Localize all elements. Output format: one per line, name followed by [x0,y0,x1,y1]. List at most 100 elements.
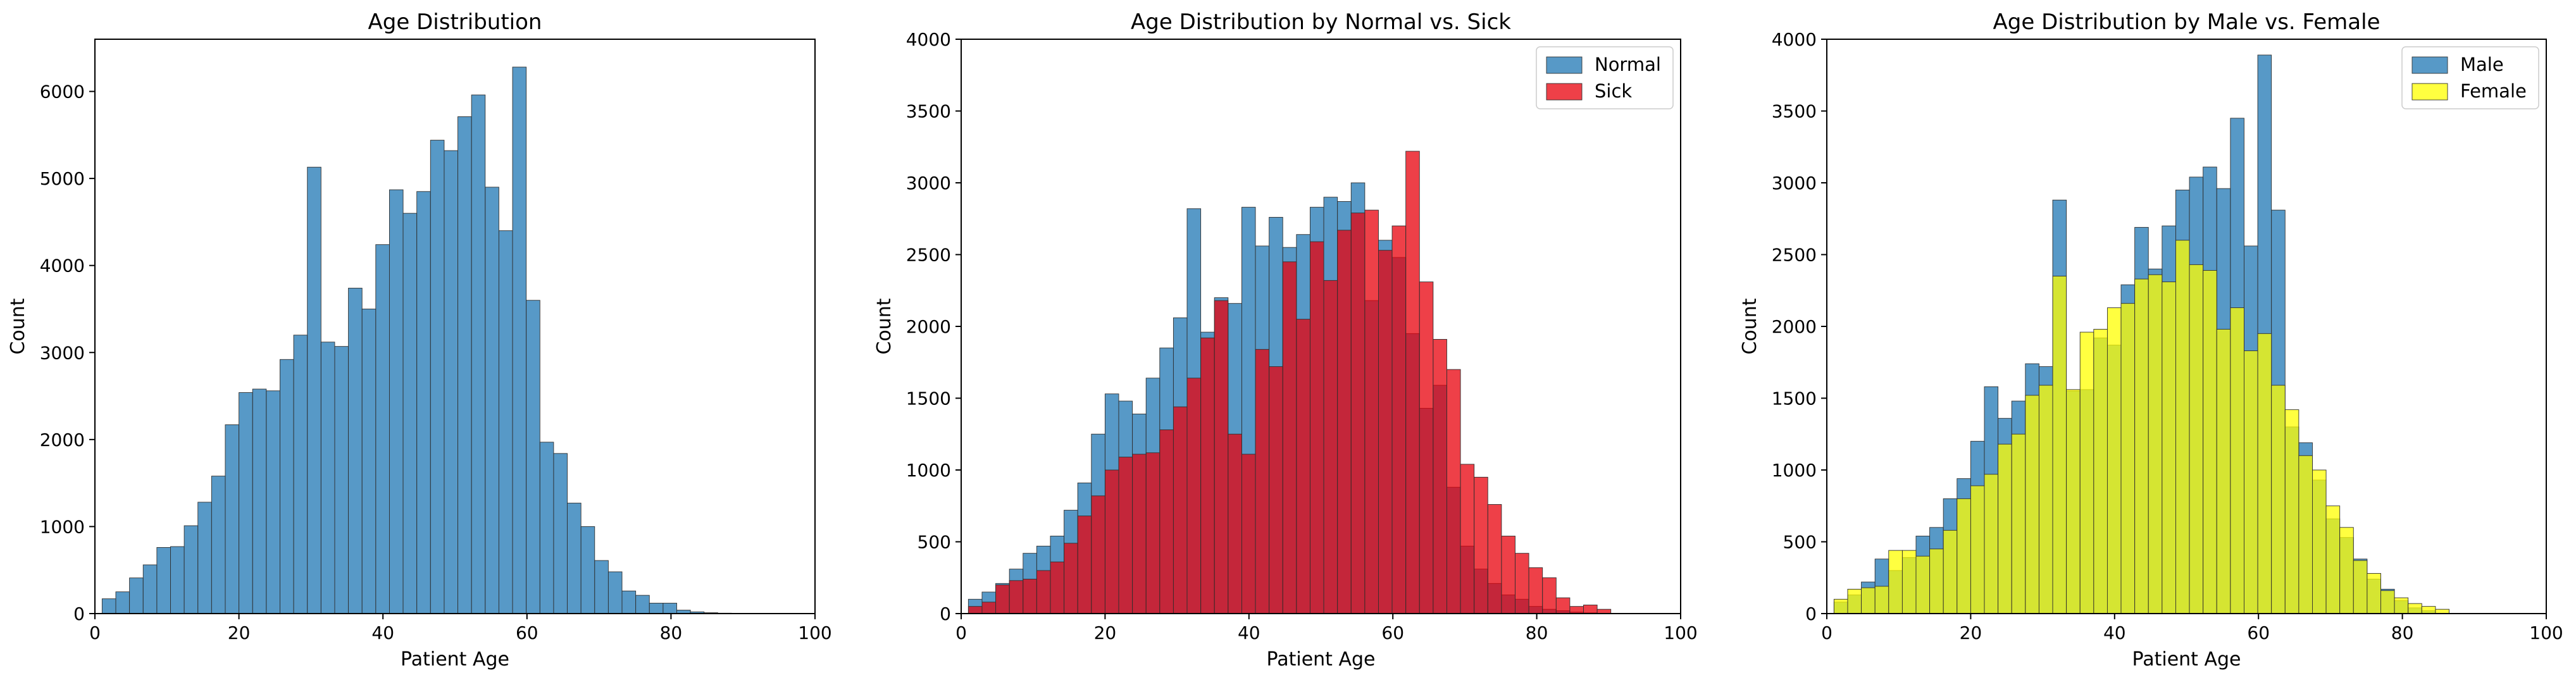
histogram-bar [2106,307,2122,614]
histogram-bar [2421,606,2436,614]
x-tick-label: 60 [1381,622,1404,643]
y-tick-label: 2000 [906,316,951,337]
x-tick-label: 80 [2391,622,2414,643]
y-tick-label: 4000 [906,29,951,50]
histogram-bar [142,564,158,614]
histogram-bar [649,603,664,614]
histogram-bar [1901,550,1917,614]
histogram-bar [1943,529,1958,614]
legend-swatch [2411,56,2448,74]
histogram-bar [1474,476,1488,614]
x-axis-label: Patient Age [1266,648,1375,671]
histogram-bar [1929,548,1944,614]
histogram-bar [1228,433,1242,614]
histogram-bar [334,346,349,614]
legend-label: Sick [1595,80,1632,102]
histogram-bar [1847,588,1862,614]
x-tick-label: 100 [2529,622,2563,643]
histogram-bar [416,191,431,614]
histogram-bar [2120,303,2136,614]
legend-swatch [1546,83,1583,101]
y-tick-label: 500 [918,532,951,553]
histogram-bar [2353,560,2368,614]
x-tick-label: 60 [2247,622,2270,643]
histogram-bar [2189,264,2204,614]
histogram-bar [2148,274,2163,614]
x-tick-label: 40 [2103,622,2126,643]
y-tick-label: 3000 [1772,173,1817,194]
legend-label: Female [2460,80,2527,102]
x-tick-label: 80 [660,622,683,643]
histogram-bar [968,606,983,614]
histogram-bar [1036,570,1051,614]
histogram-bar [1419,281,1434,614]
histogram-bar [101,598,116,614]
y-tick-label: 1000 [1772,460,1817,481]
x-tick-label: 20 [1960,622,1982,643]
histogram-bar [1433,338,1447,614]
histogram-bar [1323,280,1338,614]
histogram-bar [361,309,376,614]
histogram-bar [1077,516,1092,614]
x-tick-label: 60 [516,622,538,643]
histogram-bar [2244,350,2258,614]
histogram-bar [1173,406,1188,614]
histogram-bar [2079,331,2094,614]
series-sick [968,151,1612,614]
histogram-bar [2408,603,2422,614]
chart-title: Age Distribution by Normal vs. Sick [1131,9,1511,35]
y-tick-label: 3500 [906,101,951,122]
x-tick-label: 40 [371,622,394,643]
histogram-bar [580,526,595,614]
histogram-bar [430,140,445,614]
histogram-bar [1487,504,1502,614]
histogram-bar [2284,409,2299,614]
y-tick-label: 1500 [1772,388,1817,409]
histogram-bar [1874,586,1889,614]
legend-swatch [2411,83,2448,101]
chart-panel-1: 0 20 40 60 80 1000100020003000400050006000Age… [7,9,832,671]
histogram-bar [239,392,253,614]
histogram-bar [2435,609,2449,614]
histogram-bar [553,453,568,614]
histogram-bar [1241,454,1256,614]
histogram-bar [1364,209,1379,614]
x-tick-label: 100 [798,622,831,643]
x-tick-label: 0 [89,622,101,643]
histogram-bar [2093,329,2108,614]
y-axis-label: Count [1739,298,1761,354]
histogram-bar [2257,333,2272,614]
histogram-bar [1009,580,1024,614]
histogram-bar [567,502,582,614]
histogram-bar [621,590,637,614]
legend: Male Female [2401,46,2539,109]
x-tick-label: 0 [955,622,967,643]
series-1 [101,66,746,614]
histogram-bar [663,603,677,614]
histogram-bar [2312,469,2327,614]
histogram-bar [512,66,527,614]
y-tick-label: 6000 [40,82,85,102]
x-axis-label: Patient Age [401,648,509,671]
y-tick-label: 1000 [906,460,951,481]
histogram-bar [1186,378,1202,614]
histogram-bar [1350,213,1366,614]
y-tick-label: 0 [940,603,951,624]
y-tick-label: 1000 [40,516,85,537]
x-tick-label: 0 [1821,622,1832,643]
histogram-bar [1118,457,1133,614]
y-tick-label: 3000 [40,342,85,363]
y-tick-label: 500 [1783,532,1817,553]
legend-label: Male [2460,54,2504,75]
histogram-bar [1528,567,1543,614]
histogram-bar [1200,337,1215,614]
y-axis-label: Count [7,298,29,354]
y-tick-label: 5000 [40,168,85,189]
histogram-bar [2162,281,2176,614]
histogram-bar [2038,385,2053,614]
y-tick-label: 4000 [1772,29,1817,50]
histogram-bar [2203,270,2217,614]
histogram-bar [211,476,226,614]
histogram-bar [2298,455,2313,614]
